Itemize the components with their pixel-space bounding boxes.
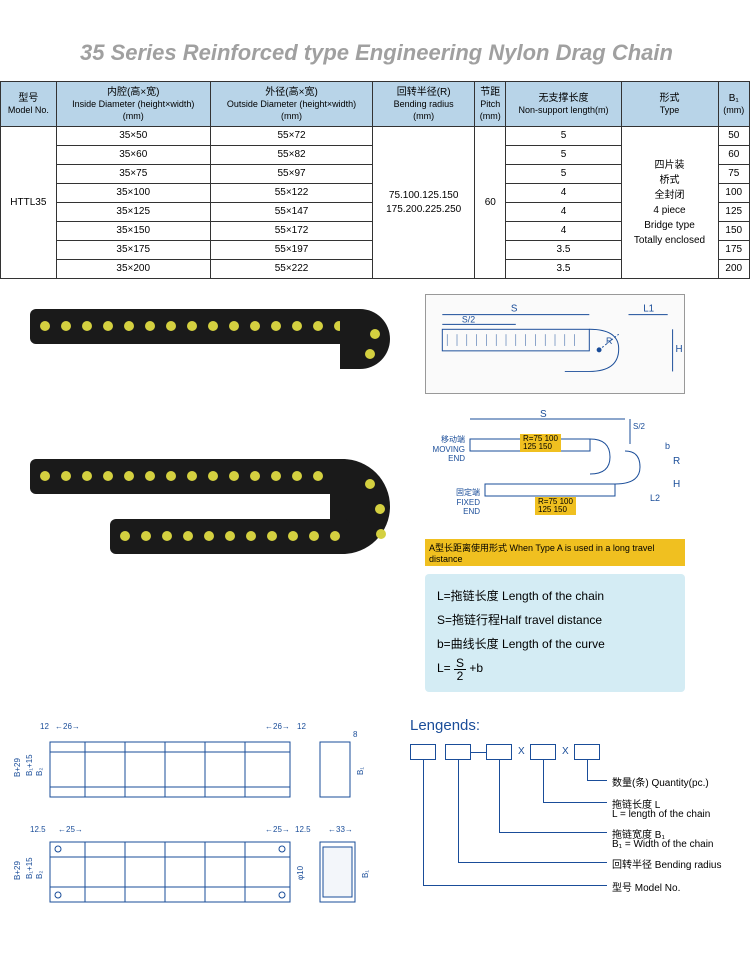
cell-b1: 175: [718, 241, 750, 260]
svg-text:R: R: [673, 456, 680, 467]
svg-text:B₁: B₁: [361, 869, 370, 877]
cell-outside: 55×222: [210, 260, 373, 279]
th-b1: B₁(mm): [718, 82, 750, 127]
schematic-top: S S/2 R L1 H: [425, 294, 685, 394]
cell-outside: 55×97: [210, 165, 373, 184]
cell-b1: 75: [718, 165, 750, 184]
cell-inside: 35×150: [56, 222, 210, 241]
cell-b1: 150: [718, 222, 750, 241]
svg-text:B₁+15: B₁+15: [25, 857, 34, 879]
svg-text:S: S: [540, 409, 547, 420]
formula-2: S=拖链行程Half travel distance: [437, 608, 673, 632]
cell-b1: 50: [718, 127, 750, 146]
svg-text:S/2: S/2: [462, 315, 475, 325]
cell-outside: 55×197: [210, 241, 373, 260]
chain-photo-2: [10, 444, 400, 594]
svg-text:R: R: [606, 336, 612, 346]
cell-ns: 5: [506, 146, 621, 165]
cell-ns: 3.5: [506, 241, 621, 260]
cell-inside: 35×175: [56, 241, 210, 260]
svg-text:←25→: ←25→: [265, 825, 290, 834]
svg-text:S/2: S/2: [633, 422, 646, 431]
svg-text:12: 12: [297, 722, 306, 731]
th-radius: 回转半径(R)Bending radius(mm): [373, 82, 475, 127]
formula-4: L= S2 +b: [437, 656, 673, 681]
radius-badge-2: R=75 100 125 150: [535, 497, 576, 515]
svg-text:φ10: φ10: [296, 865, 305, 880]
formula-1: L=拖链长度 Length of the chain: [437, 584, 673, 608]
cell-inside: 35×125: [56, 203, 210, 222]
chain-photo-1: [10, 294, 400, 424]
cell-ns: 5: [506, 127, 621, 146]
svg-text:B₂: B₂: [35, 870, 44, 878]
svg-text:B+29: B+29: [13, 757, 22, 776]
svg-text:←26→: ←26→: [55, 722, 80, 731]
cell-inside: 35×50: [56, 127, 210, 146]
th-type: 形式Type: [621, 82, 718, 127]
cell-radius: 75.100.125.150 175.200.225.250: [373, 127, 475, 279]
cell-b1: 100: [718, 184, 750, 203]
cell-inside: 35×200: [56, 260, 210, 279]
cell-ns: 4: [506, 203, 621, 222]
schematic-bottom: S S/2 b R H L2 移动端 MOVING END 固定端 FIXED …: [425, 409, 685, 529]
svg-text:B+29: B+29: [13, 860, 22, 879]
cell-ns: 5: [506, 165, 621, 184]
cell-b1: 60: [718, 146, 750, 165]
cell-ns: 4: [506, 184, 621, 203]
svg-text:L1: L1: [643, 304, 654, 315]
formula-box: L=拖链长度 Length of the chain S=拖链行程Half tr…: [425, 574, 685, 691]
svg-text:B₂: B₂: [35, 767, 44, 775]
formula-3: b=曲线长度 Length of the curve: [437, 632, 673, 656]
cell-inside: 35×75: [56, 165, 210, 184]
svg-text:12.5: 12.5: [30, 825, 46, 834]
legends-title: Lengends:: [410, 717, 740, 734]
th-nonsupport: 无支撑长度Non-support length(m): [506, 82, 621, 127]
note-bar: A型长距离使用形式 When Type A is used in a long …: [425, 539, 685, 566]
cell-pitch: 60: [475, 127, 506, 279]
svg-text:8: 8: [353, 730, 358, 739]
page-title: 35 Series Reinforced type Engineering Ny…: [0, 0, 750, 81]
cell-ns: 3.5: [506, 260, 621, 279]
th-pitch: 节距Pitch(mm): [475, 82, 506, 127]
svg-text:12: 12: [40, 722, 49, 731]
cell-outside: 55×172: [210, 222, 373, 241]
svg-text:H: H: [676, 344, 683, 355]
svg-text:B₁+15: B₁+15: [25, 754, 34, 776]
cell-outside: 55×72: [210, 127, 373, 146]
svg-text:B₁: B₁: [356, 766, 365, 774]
th-inside: 内腔(高×宽)Inside Diameter (height×width)(mm…: [56, 82, 210, 127]
svg-text:S: S: [511, 304, 518, 315]
cell-b1: 200: [718, 260, 750, 279]
cell-type: 四片装 桥式 全封闭 4 piece Bridge type Totally e…: [621, 127, 718, 279]
table-row: HTTL3535×5055×7275.100.125.150 175.200.2…: [1, 127, 750, 146]
th-model: 型号Model No.: [1, 82, 57, 127]
svg-text:b: b: [665, 441, 670, 451]
dimension-drawings: 12 ←26→ ←26→ 12 B+29 B₁+15 B₂ 8 B₁ 12.5 ←…: [10, 717, 390, 934]
svg-text:←25→: ←25→: [58, 825, 83, 834]
cell-model: HTTL35: [1, 127, 57, 279]
header-row: 型号Model No. 内腔(高×宽)Inside Diameter (heig…: [1, 82, 750, 127]
svg-text:←26→: ←26→: [265, 722, 290, 731]
legend-diagram: X X 数量(条) Quantity(pc.) 拖链长度 L L = lengt…: [410, 744, 710, 934]
svg-text:H: H: [673, 479, 680, 490]
fixed-end-label: 固定端 FIXED END: [440, 487, 480, 516]
cell-inside: 35×60: [56, 146, 210, 165]
svg-text:←33→: ←33→: [328, 825, 353, 834]
th-outside: 外径(高×宽)Outside Diameter (height×width)(m…: [210, 82, 373, 127]
cell-outside: 55×122: [210, 184, 373, 203]
cell-outside: 55×82: [210, 146, 373, 165]
radius-badge-1: R=75 100 125 150: [520, 434, 561, 452]
cell-b1: 125: [718, 203, 750, 222]
cell-outside: 55×147: [210, 203, 373, 222]
cell-ns: 4: [506, 222, 621, 241]
svg-text:12.5: 12.5: [295, 825, 311, 834]
moving-end-label: 移动端 MOVING END: [425, 434, 465, 463]
svg-text:L2: L2: [650, 493, 660, 503]
cell-inside: 35×100: [56, 184, 210, 203]
spec-table: 型号Model No. 内腔(高×宽)Inside Diameter (heig…: [0, 81, 750, 279]
